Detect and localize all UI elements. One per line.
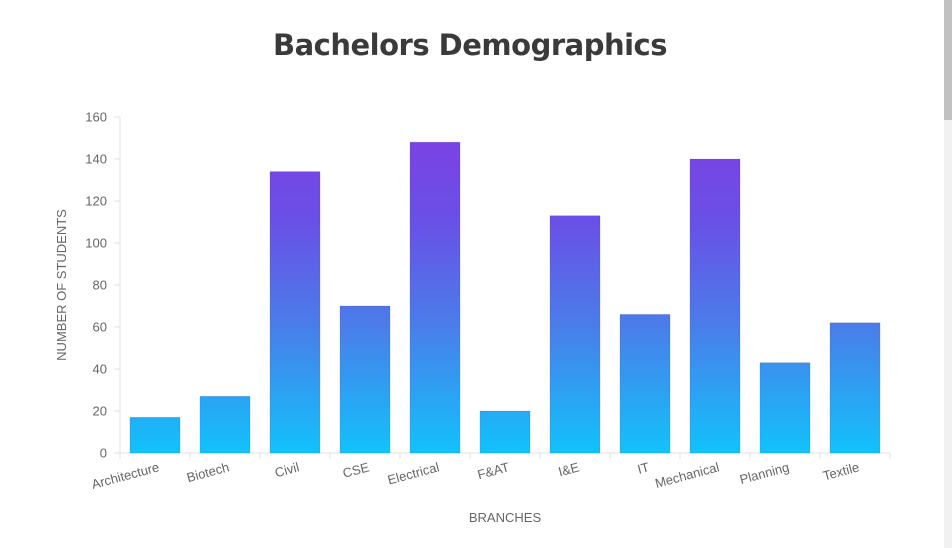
x-tick-label: Mechanical (653, 459, 721, 491)
page-scrollbar[interactable] (944, 0, 952, 548)
bar-i-e[interactable] (549, 215, 601, 454)
x-tick-label: F&AT (476, 459, 511, 482)
y-tick-label: 0 (100, 446, 107, 461)
y-tick-label: 20 (93, 404, 107, 419)
x-tick-label: IT (636, 459, 651, 476)
x-tick-label: Textile (821, 459, 860, 483)
x-tick-label: CSE (341, 459, 371, 480)
y-tick-label: 40 (93, 362, 107, 377)
x-axis-label: BRANCHES (469, 510, 542, 525)
y-tick-label: 60 (93, 320, 107, 335)
bar-it[interactable] (619, 314, 671, 454)
y-tick-label: 160 (85, 110, 107, 125)
chart-title: Bachelors Demographics (272, 28, 668, 62)
y-tick-label: 120 (85, 194, 107, 209)
bar-electrical[interactable] (409, 141, 461, 454)
x-tick-label: Civil (273, 459, 301, 480)
x-tick-label: I&E (557, 459, 581, 479)
bar-civil[interactable] (269, 171, 321, 454)
bar-f-at[interactable] (479, 410, 531, 454)
scrollbar-thumb[interactable] (944, 0, 952, 120)
x-tick-label: Architecture (90, 459, 161, 491)
x-axis: Architecture Biotech Civil CSE Electrical F&A… (90, 452, 891, 492)
bar-biotech[interactable] (199, 395, 251, 454)
bar-textile[interactable] (829, 322, 881, 454)
y-axis: 0 20 40 60 80 100 120 140 160 (85, 110, 121, 461)
bar-planning[interactable] (759, 362, 811, 454)
bars (129, 141, 881, 454)
x-tick-label: Electrical (386, 459, 441, 487)
y-tick-label: 140 (85, 152, 107, 167)
bar-architecture[interactable] (129, 416, 181, 454)
x-tick-label: Planning (738, 459, 791, 487)
y-tick-label: 100 (85, 236, 107, 251)
bar-mechanical[interactable] (689, 158, 741, 454)
bar-cse[interactable] (339, 305, 391, 454)
x-tick-label: Biotech (185, 459, 231, 485)
y-tick-label: 80 (93, 278, 107, 293)
y-axis-label: NUMBER OF STUDENTS (54, 209, 69, 361)
